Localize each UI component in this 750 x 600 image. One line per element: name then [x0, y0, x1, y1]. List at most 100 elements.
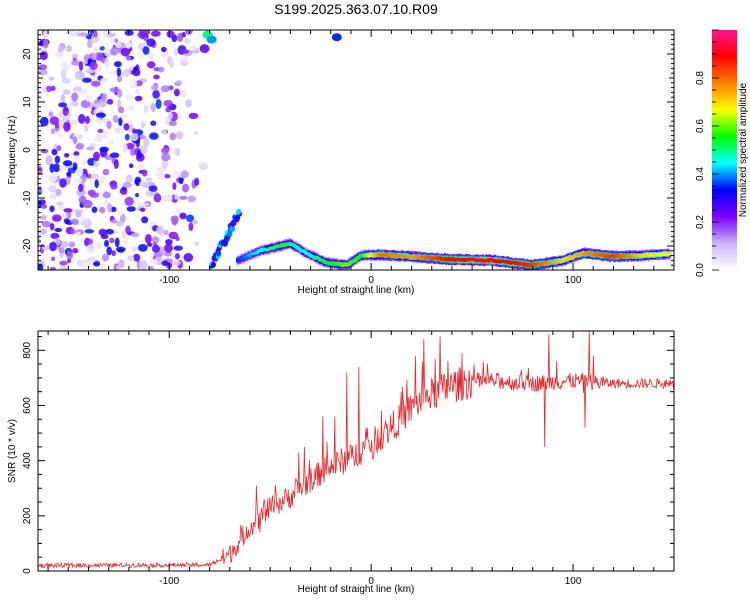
spectrogram-noise-blob: [51, 148, 58, 156]
spectrogram-noise-blob: [89, 61, 98, 70]
spectrogram-x-tick-label: 0: [368, 275, 374, 286]
spectrogram-noise-blob: [176, 208, 181, 214]
spectrogram-noise-blobs: [38, 30, 210, 270]
spectrogram-noise-blob: [87, 257, 96, 262]
spectrogram-noise-blob: [58, 102, 67, 108]
spectrogram-noise-blob: [78, 61, 84, 71]
spectrogram-noise-blob: [84, 229, 95, 234]
spectrogram-noise-blob: [58, 205, 64, 210]
spectrogram-noise-blob: [152, 89, 160, 99]
spectrogram-noise-blob: [95, 52, 104, 62]
spectrogram-noise-blob: [92, 103, 102, 109]
spectrogram-streak-cell: [216, 250, 221, 257]
spectrogram-noise-blob: [162, 128, 167, 137]
spectrogram-noise-blob: [85, 68, 96, 74]
spectrogram-noise-blob: [146, 38, 156, 47]
spectrogram-noise-blob: [153, 251, 163, 258]
spectrogram-noise-blob: [59, 260, 68, 266]
spectrogram-noise-blob: [113, 38, 119, 43]
spectrogram-noise-blob: [54, 155, 61, 164]
spectrogram-noise-blob: [122, 236, 129, 245]
spectrogram-noise-blob: [38, 199, 46, 205]
spectrogram-noise-blob: [99, 146, 109, 153]
spectrogram-noise-blob: [139, 207, 146, 212]
spectrogram-noise-blob: [48, 76, 55, 81]
spectrogram-noise-blob: [78, 195, 87, 204]
spectrogram-noise-blob: [87, 39, 93, 49]
spectrogram-noise-blob: [127, 255, 135, 262]
spectrogram-noise-blob: [106, 32, 117, 38]
spectrogram-noise-blob: [110, 48, 115, 55]
spectrogram-noise-blob: [91, 75, 100, 80]
spectrogram-noise-blob: [175, 236, 180, 241]
spectrogram-noise-blob: [146, 242, 153, 247]
spectrogram-noise-blob: [110, 182, 118, 190]
spectrogram-noise-blob: [151, 84, 159, 91]
spectrogram-noise-blob: [90, 52, 97, 61]
spectrogram-x-axis-label: Height of straight line (km): [298, 285, 415, 296]
spectrogram-noise-blob: [75, 142, 85, 150]
spectrogram-noise-blob: [97, 128, 104, 134]
spectrogram-noise-blob: [110, 37, 115, 44]
spectrogram-noise-blob: [98, 120, 103, 126]
spectrogram-noise-blob: [78, 113, 86, 124]
spectrogram-noise-blob: [106, 98, 114, 105]
spectrogram-noise-blob: [109, 237, 115, 244]
spectrogram-noise-blob: [41, 245, 50, 251]
spectrogram-noise-blob: [101, 131, 109, 140]
spectrogram-noise-blob: [180, 61, 189, 66]
spectrogram-noise-blob: [173, 147, 179, 156]
spectrogram-noise-blob: [48, 172, 58, 183]
spectrogram-noise-blob: [75, 177, 83, 184]
spectrogram-y-tick-label: -20: [22, 238, 33, 253]
spectrogram-noise-blob: [99, 206, 106, 214]
spectrogram-noise-blob: [169, 132, 177, 141]
spectrogram-noise-blob: [129, 163, 134, 169]
spectrogram-noise-blob: [137, 53, 146, 59]
spectrogram-noise-blob: [112, 115, 119, 123]
spectrogram-noise-blob: [149, 266, 154, 270]
spectrogram-noise-blob: [81, 159, 87, 166]
spectrogram-noise-blob: [111, 219, 118, 224]
spectrogram-streak-cell: [210, 261, 216, 268]
spectrogram-noise-blob: [106, 120, 112, 130]
spectrogram-noise-blob: [163, 251, 172, 257]
spectrogram-noise-blob: [155, 99, 162, 109]
spectrogram-noise-blob: [89, 30, 95, 34]
spectrogram-noise-blob: [49, 205, 55, 213]
spectrogram-noise-blob: [78, 183, 84, 192]
spectrogram-noise-blob: [181, 31, 186, 38]
spectrogram-noise-blob: [113, 159, 119, 170]
spectrogram-y-tick-label: 0: [22, 147, 33, 153]
spectrogram-noise-blob: [175, 131, 184, 140]
spectrogram-noise-blob: [48, 111, 54, 118]
spectrogram-noise-blob: [188, 222, 194, 232]
spectrogram-noise-blob: [170, 215, 179, 223]
spectrogram-noise-blob: [40, 204, 48, 209]
spectrogram-noise-blob: [106, 246, 112, 256]
spectrogram-noise-blob: [100, 77, 108, 83]
spectrogram-noise-blob: [72, 136, 78, 145]
snr-y-tick-label: 200: [22, 507, 33, 524]
spectrogram-noise-blob: [94, 179, 99, 189]
spectrogram-noise-blob: [73, 151, 80, 157]
spectrogram-signal-track: [202, 30, 672, 270]
spectrogram-noise-blob: [167, 112, 173, 120]
spectrogram-noise-blob: [125, 142, 135, 150]
spectrogram-noise-blob: [134, 95, 143, 102]
spectrogram-noise-blob: [163, 229, 169, 236]
spectrogram-noise-blob: [59, 265, 67, 270]
spectrogram-noise-blob: [182, 183, 190, 193]
snr-y-axis-label: SNR (10 * v/v): [7, 419, 18, 483]
spectrogram-noise-blob: [109, 70, 119, 76]
spectrogram-y-axis-label: Frequency (Hz): [7, 116, 18, 185]
spectrogram-x-ticks: -100 0 100: [47, 30, 675, 286]
spectrogram-noise-blob: [119, 113, 128, 119]
spectrogram-noise-blob: [130, 148, 136, 156]
snr-y-tick-label: 400: [22, 452, 33, 469]
spectrogram-noise-blob: [123, 123, 130, 131]
spectrogram-noise-blob: [40, 215, 47, 221]
spectrogram-noise-blob: [163, 194, 173, 203]
